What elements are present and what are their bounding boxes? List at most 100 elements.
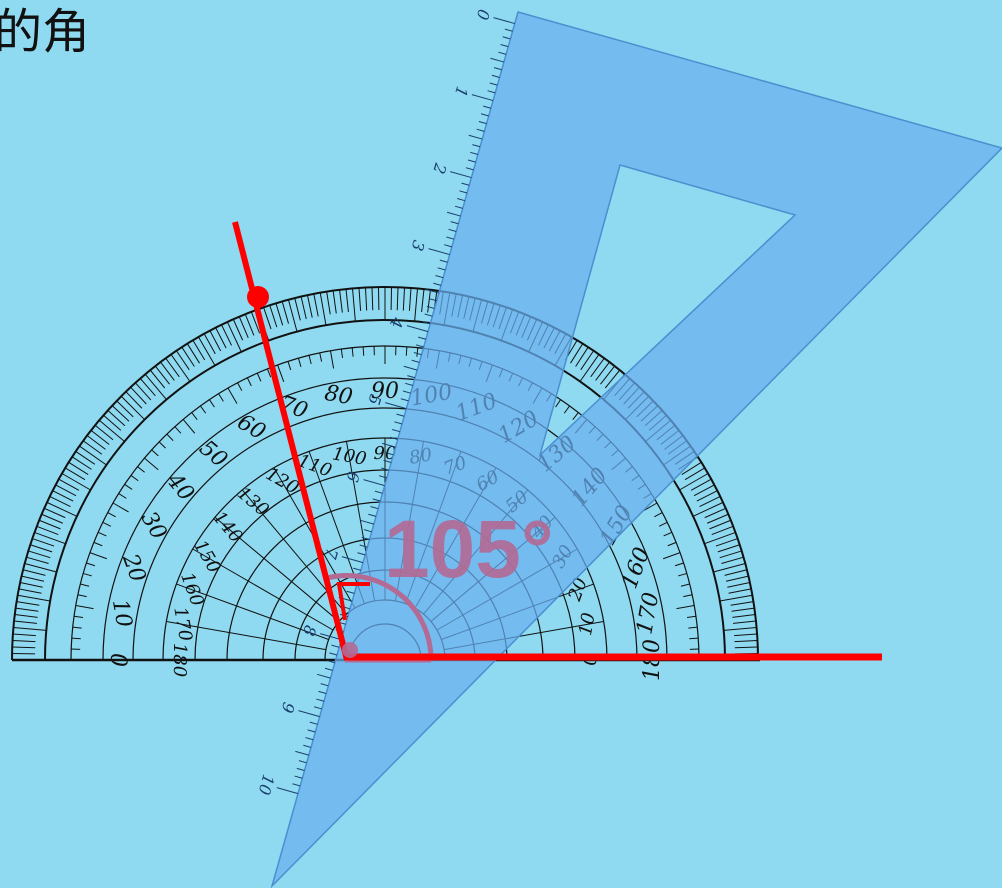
protractor-tick [275,303,284,326]
protractor-tick [339,289,343,313]
protractor-outer-label: 50 [194,436,232,473]
ruler-label: 1 [451,84,472,99]
ruler-tick [502,36,511,40]
protractor-tick [232,319,244,341]
protractor-tick [208,399,215,408]
protractor-inner-label: 130 [233,483,273,521]
protractor-tick [22,569,46,576]
protractor-tick [38,519,61,530]
protractor-tick [717,544,740,553]
ruler-tick [298,710,320,718]
protractor-tick [28,550,51,559]
protractor-tick [706,513,729,524]
protractor-tick [281,301,290,324]
ruler-label: 9 [277,700,298,715]
protractor-tick [52,490,74,502]
protractor-inner-label: 170 [169,605,196,642]
protractor-tick [198,336,216,366]
protractor-tick [137,466,145,473]
protractor-tick [65,467,86,481]
protractor-tick [693,484,715,497]
ruler-tick [392,429,401,433]
ruler-label: 0 [472,7,493,22]
protractor-tick [563,405,570,414]
protractor-tick [690,478,712,491]
ruler-tick [422,321,431,325]
protractor-inner-label: 160 [176,570,207,609]
protractor-tick [73,615,84,619]
ruler-tick [374,490,383,494]
protractor-tick [713,562,746,573]
right-angle-mark-icon [336,582,370,621]
protractor-inner-label: 180 [169,643,190,677]
ruler-tick [359,544,368,548]
protractor-tick [21,575,45,582]
ruler-tick [487,90,496,94]
ruler-tick [314,706,322,710]
ruler-tick [295,750,309,756]
protractor-tick [174,426,182,434]
protractor-tick [269,305,278,328]
protractor-tick [580,350,594,371]
protractor-outer-label: 160 [617,544,655,592]
ruler-tick [296,767,305,772]
protractor-tick [135,382,152,401]
protractor-tick [711,525,734,536]
ruler-label: 8 [299,623,320,638]
protractor-tick [414,288,419,322]
protractor-tick [734,646,758,649]
ruler-tick [504,28,513,32]
protractor-tick [688,626,698,629]
protractor-tick [238,316,249,339]
protractor-tick [17,594,51,602]
protractor-tick [102,521,112,527]
ruler-tick [381,442,396,448]
ruler-tick [316,698,325,702]
protractor-tick [719,550,742,559]
protractor-tick [306,295,313,318]
ruler-tick [467,159,476,163]
protractor-tick [111,405,130,422]
protractor-tick [203,333,216,355]
ruler-tick [292,783,301,787]
protractor-tick [170,354,191,382]
protractor-tick [421,288,425,312]
protractor-tick [734,639,758,643]
protractor-tick [30,544,53,553]
protractor-outer-label: 40 [161,468,199,506]
ruler-tick [415,344,424,348]
ruler-tick [471,94,494,102]
protractor-tick [181,346,195,367]
protractor-tick [15,607,39,612]
protractor-tick [332,290,337,314]
ruler-tick [498,51,507,55]
ruler-label: 10 [254,772,278,797]
ruler-tick [457,198,466,202]
protractor-outer-label: 0 [105,653,130,667]
protractor-tick [151,449,159,457]
protractor-tick [699,496,721,508]
protractor-inner-label: 100 [331,443,368,470]
ruler-tick [489,82,498,86]
protractor-tick [13,620,37,624]
protractor-radial [176,583,329,640]
protractor-tick [116,400,134,418]
protractor-tick [34,531,66,545]
protractor-tick [345,288,349,312]
protractor-tick [684,467,705,481]
protractor-tick [118,493,127,499]
protractor-tick [77,594,87,598]
protractor-tick [724,569,748,576]
protractor-tick [719,594,753,602]
protractor-tick [218,393,224,402]
vertex-center [342,642,358,658]
protractor-tick [79,445,107,466]
protractor-tick [89,552,108,560]
ruler-tick [394,421,403,425]
protractor-tick [13,626,47,631]
protractor-tick [732,614,756,618]
protractor-tick [192,340,206,361]
protractor-tick [58,478,80,491]
protractor-tick [689,637,699,640]
